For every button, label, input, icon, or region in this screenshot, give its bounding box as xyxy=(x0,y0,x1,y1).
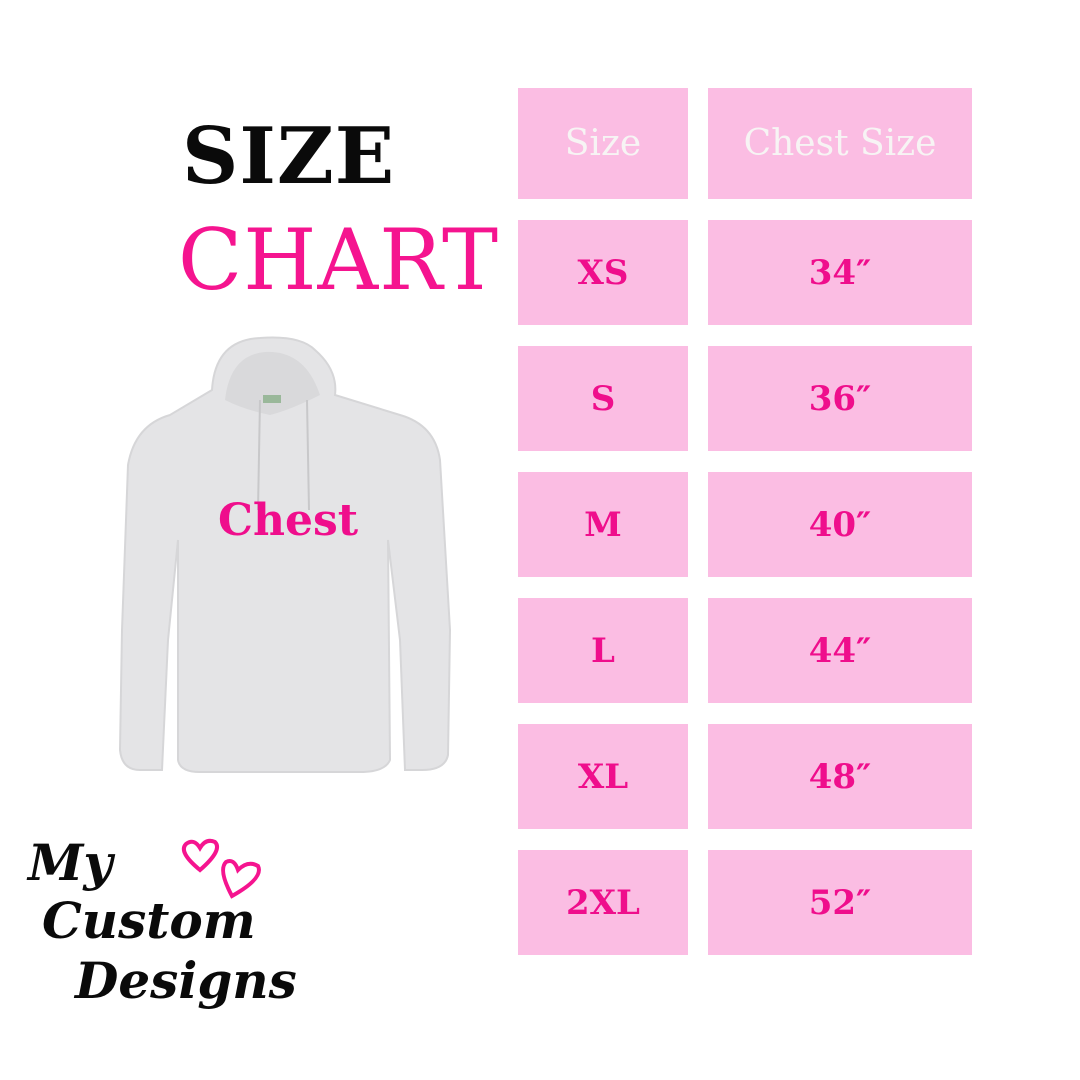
header-size: Size xyxy=(518,88,688,199)
size-cell: M xyxy=(518,472,688,577)
logo-line-2: Custom xyxy=(42,891,256,950)
size-cell: S xyxy=(518,346,688,451)
logo-line-3: Designs xyxy=(73,951,297,1010)
hoodie-image xyxy=(118,336,452,773)
title-chart: CHART xyxy=(178,211,499,309)
size-cell: XS xyxy=(518,220,688,325)
logo-line-1: My xyxy=(26,833,115,892)
chest-cell: 52″ xyxy=(708,850,972,955)
heart-icon xyxy=(221,859,261,899)
title-size: SIZE xyxy=(182,111,396,202)
size-cell: XL xyxy=(518,724,688,829)
brand-logo: My Custom Designs xyxy=(26,833,297,1010)
chest-label: Chest xyxy=(218,495,359,546)
chest-cell: 48″ xyxy=(708,724,972,829)
size-cell: L xyxy=(518,598,688,703)
size-cell: 2XL xyxy=(518,850,688,955)
heart-icon xyxy=(181,838,220,873)
chest-cell: 44″ xyxy=(708,598,972,703)
header-chest-size: Chest Size xyxy=(708,88,972,199)
chest-cell: 40″ xyxy=(708,472,972,577)
chest-cell: 34″ xyxy=(708,220,972,325)
chest-cell: 36″ xyxy=(708,346,972,451)
